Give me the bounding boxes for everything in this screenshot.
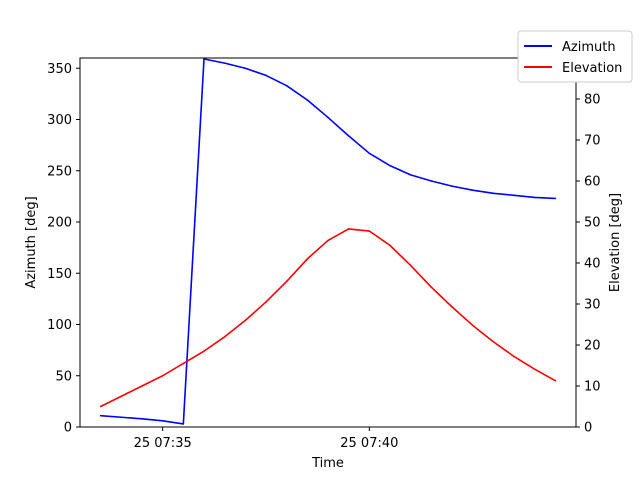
- data-point-elevation: [161, 374, 164, 377]
- data-point-azimuth: [347, 135, 350, 137]
- data-point-elevation: [99, 405, 102, 408]
- data-point-azimuth: [265, 74, 267, 77]
- right-y-axis-label: Elevation [deg]: [608, 193, 623, 292]
- data-point-elevation: [389, 244, 391, 247]
- left-tick-label: 100: [47, 318, 72, 333]
- data-point-azimuth: [368, 152, 371, 155]
- data-point-elevation: [471, 324, 474, 327]
- data-point-azimuth: [389, 164, 391, 167]
- left-tick-label: 150: [47, 267, 72, 282]
- data-point-elevation: [182, 362, 185, 365]
- data-point-elevation: [554, 379, 557, 382]
- data-point-elevation: [451, 306, 453, 308]
- data-point-elevation: [203, 350, 205, 352]
- data-point-azimuth: [554, 197, 557, 200]
- x-tick-label: 25 07:35: [134, 436, 192, 451]
- data-point-elevation: [265, 301, 267, 303]
- data-point-elevation: [306, 258, 309, 260]
- legend: Azimuth Elevation: [517, 30, 633, 83]
- data-point-elevation: [244, 319, 247, 322]
- data-point-azimuth: [471, 189, 474, 192]
- left-tick-label: 200: [47, 216, 72, 231]
- axes-frame: [79, 57, 577, 428]
- data-point-elevation: [533, 368, 536, 370]
- plot-area: [79, 57, 577, 428]
- right-tick-label: 80: [584, 93, 601, 108]
- data-point-elevation: [285, 280, 288, 283]
- right-tick-label: 50: [584, 216, 601, 231]
- data-point-elevation: [492, 340, 495, 343]
- left-tick-label: 50: [55, 369, 72, 384]
- data-point-azimuth: [492, 192, 495, 195]
- legend-label-azimuth: Azimuth: [562, 40, 616, 55]
- left-tick-label: 300: [47, 113, 72, 128]
- legend-label-elevation: Elevation: [562, 61, 622, 76]
- legend-box: [517, 30, 633, 83]
- left-tick-label: 0: [64, 421, 72, 436]
- series-line-elevation: [100, 228, 556, 408]
- data-point-azimuth: [120, 416, 123, 419]
- data-point-elevation: [223, 336, 226, 338]
- right-tick-label: 20: [584, 339, 601, 354]
- x-axis-label: Time: [311, 456, 344, 471]
- data-point-azimuth: [409, 174, 412, 176]
- data-point-azimuth: [161, 420, 164, 422]
- data-point-azimuth: [244, 67, 247, 70]
- left-tick-label: 350: [47, 62, 72, 77]
- data-point-elevation: [430, 286, 433, 288]
- series-layer: [99, 58, 557, 425]
- data-point-azimuth: [99, 414, 102, 417]
- data-point-azimuth: [533, 196, 536, 199]
- x-tick-label: 25 07:40: [340, 436, 398, 451]
- left-y-axis: 0 50 100 150 200 250 300 350: [47, 62, 80, 436]
- data-point-elevation: [120, 395, 123, 398]
- data-point-azimuth: [285, 84, 288, 87]
- data-point-azimuth: [513, 194, 515, 197]
- right-y-axis: 0102030405060708090: [576, 52, 601, 436]
- right-tick-label: 0: [584, 421, 592, 436]
- data-point-elevation: [513, 355, 515, 358]
- left-y-axis-label: Azimuth [deg]: [24, 196, 39, 288]
- right-tick-label: 60: [584, 175, 601, 190]
- data-point-azimuth: [451, 185, 453, 187]
- data-point-elevation: [409, 264, 412, 267]
- x-axis: 25 07:35 25 07:40: [134, 427, 398, 451]
- data-point-azimuth: [430, 180, 433, 182]
- left-tick-label: 250: [47, 164, 72, 179]
- data-point-azimuth: [182, 423, 185, 425]
- data-point-elevation: [327, 239, 329, 242]
- data-point-azimuth: [223, 62, 226, 64]
- right-tick-label: 40: [584, 257, 601, 272]
- right-tick-label: 70: [584, 134, 601, 149]
- data-point-elevation: [347, 228, 350, 230]
- data-point-azimuth: [327, 116, 329, 119]
- data-point-elevation: [368, 230, 371, 232]
- data-point-azimuth: [141, 418, 143, 420]
- right-tick-label: 10: [584, 380, 601, 395]
- data-point-azimuth: [306, 99, 309, 101]
- right-tick-label: 30: [584, 298, 601, 313]
- data-point-azimuth: [203, 58, 205, 60]
- data-point-elevation: [141, 385, 143, 387]
